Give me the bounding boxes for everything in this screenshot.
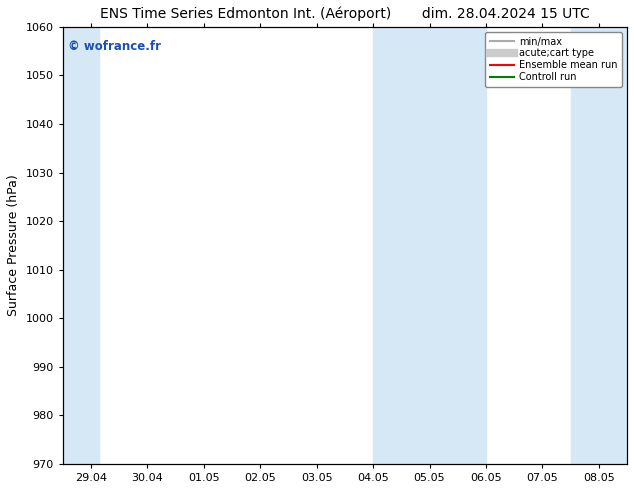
- Bar: [63, 27, 100, 464]
- Bar: [571, 27, 627, 464]
- Title: ENS Time Series Edmonton Int. (Aéroport)       dim. 28.04.2024 15 UTC: ENS Time Series Edmonton Int. (Aéroport)…: [100, 7, 590, 22]
- Bar: [373, 27, 486, 464]
- Y-axis label: Surface Pressure (hPa): Surface Pressure (hPa): [7, 174, 20, 316]
- Text: © wofrance.fr: © wofrance.fr: [68, 40, 161, 53]
- Legend: min/max, acute;cart type, Ensemble mean run, Controll run: min/max, acute;cart type, Ensemble mean …: [485, 32, 622, 87]
